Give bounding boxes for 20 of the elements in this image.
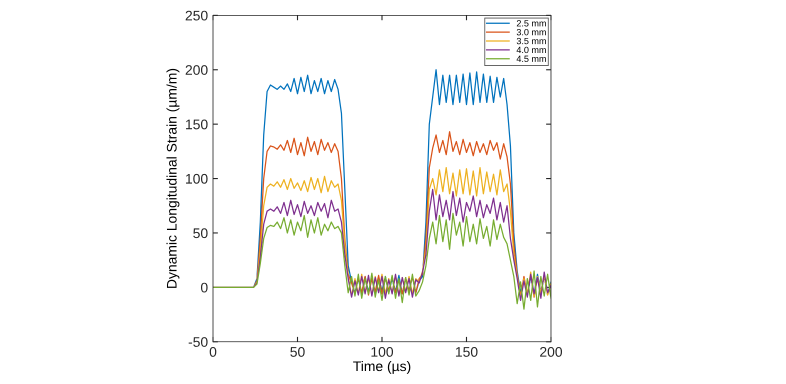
y-tick-label: 100 bbox=[186, 174, 208, 184]
y-tick-label: 150 bbox=[186, 119, 208, 130]
y-tick-label: 250 bbox=[186, 10, 208, 21]
x-tick-label: 50 bbox=[290, 346, 305, 357]
x-axis-title: Time (µs) bbox=[353, 360, 410, 374]
x-tick-label: 100 bbox=[371, 346, 394, 357]
legend-label: 3.5 mm bbox=[516, 38, 546, 44]
legend-label: 4.0 mm bbox=[516, 46, 546, 54]
y-tick-label: 200 bbox=[186, 65, 208, 75]
y-tick-label: -50 bbox=[188, 337, 208, 347]
y-axis-title: Dynamic Longitudinal Strain (µm/m) bbox=[166, 68, 180, 288]
x-tick-label: 200 bbox=[540, 346, 562, 357]
x-tick-label: 150 bbox=[456, 346, 478, 357]
x-tick-label: 0 bbox=[210, 346, 216, 357]
legend-label: 4.5 mm bbox=[516, 56, 546, 62]
legend-label: 2.5 mm bbox=[516, 20, 546, 27]
legend-label: 3.0 mm bbox=[516, 28, 546, 36]
y-tick-label: 0 bbox=[200, 282, 208, 293]
line-series bbox=[213, 212, 551, 310]
y-tick-label: 50 bbox=[193, 228, 208, 238]
